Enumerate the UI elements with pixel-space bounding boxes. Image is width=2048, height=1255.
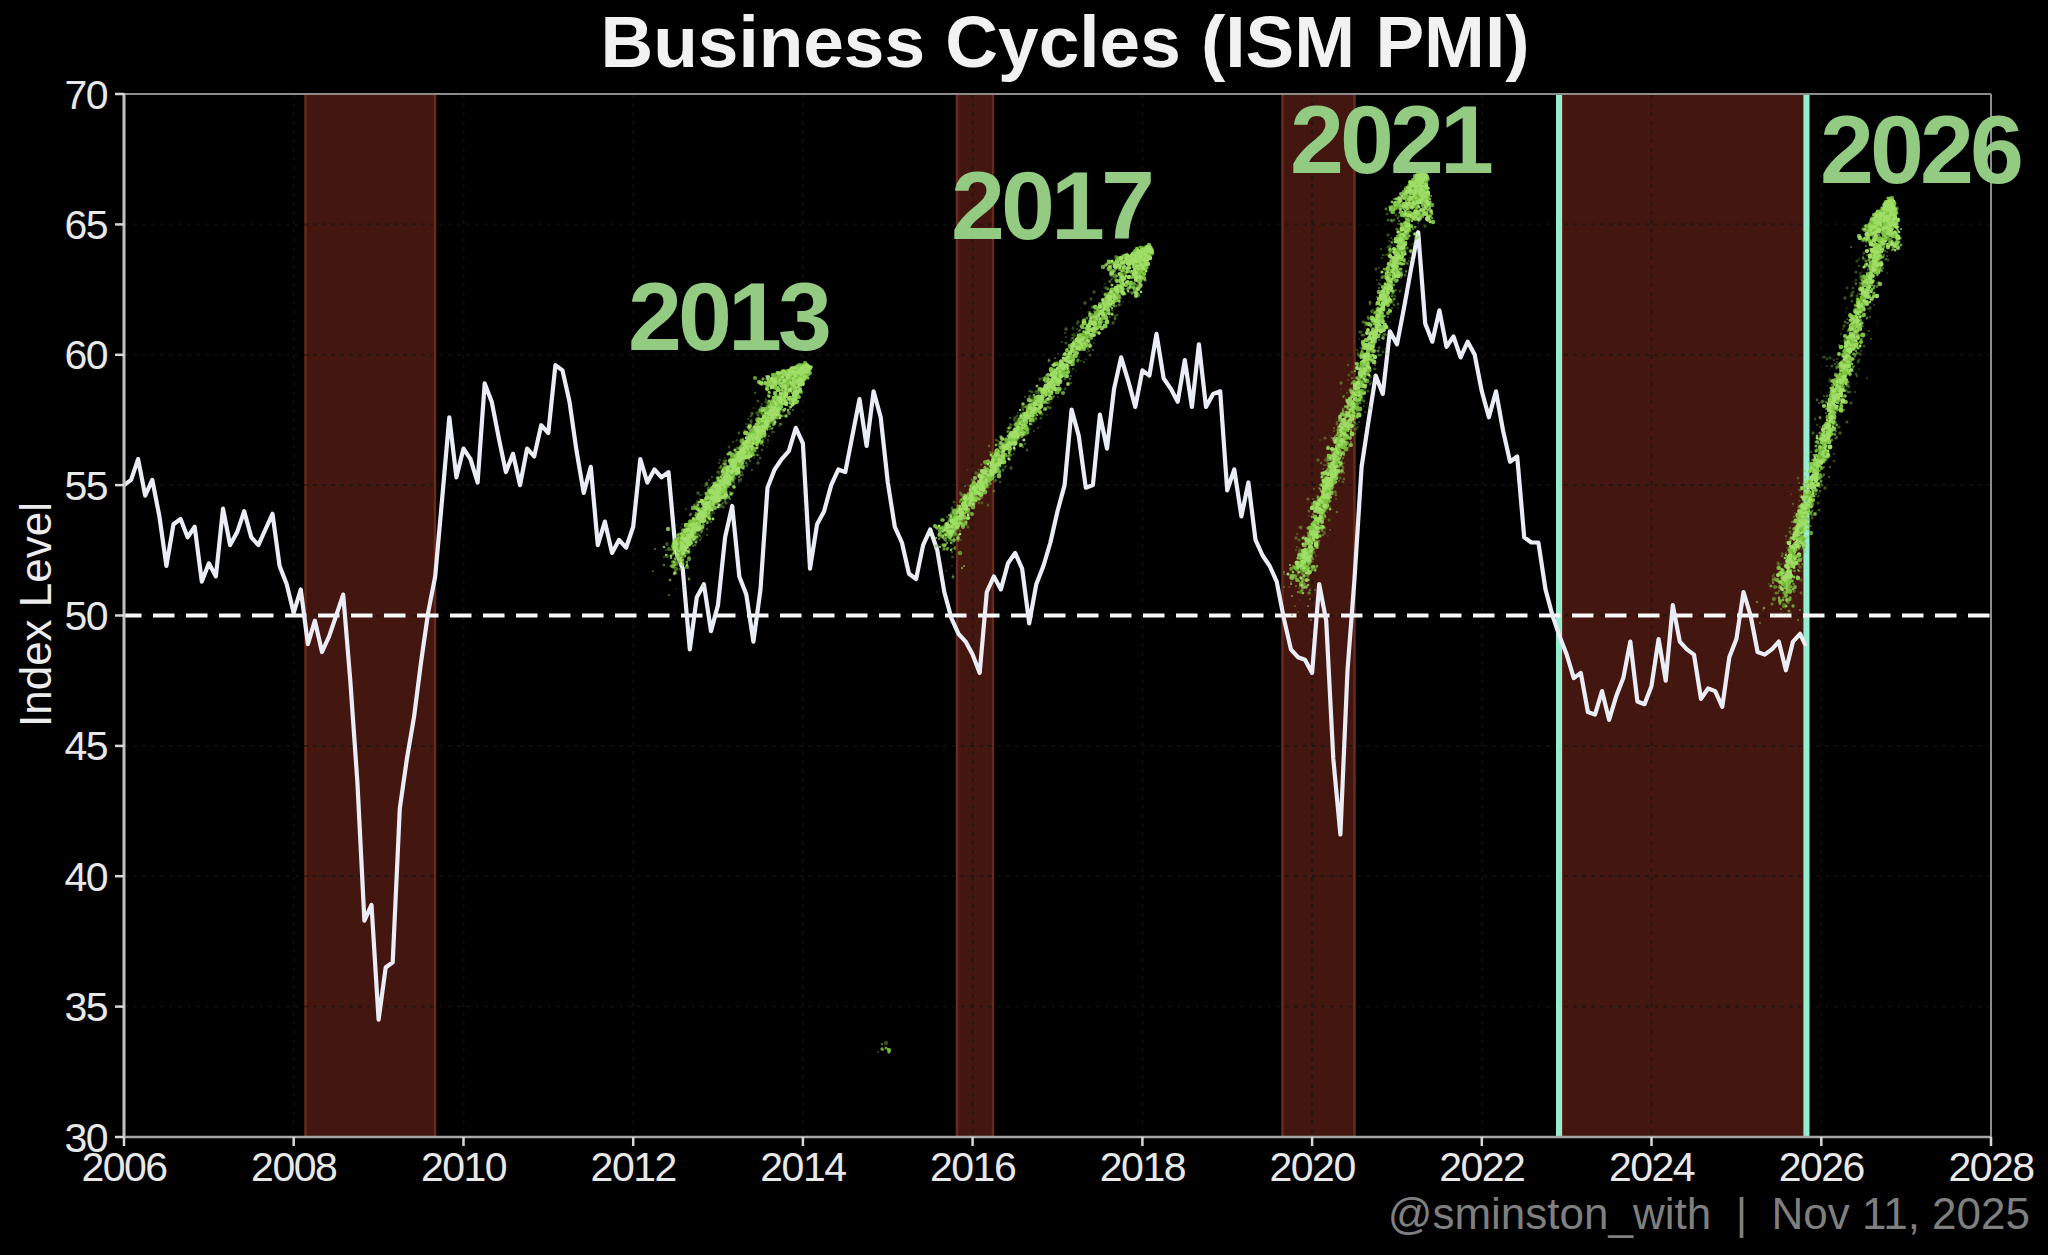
svg-text:2026: 2026 — [1820, 95, 2021, 204]
svg-text:2008: 2008 — [251, 1144, 337, 1190]
svg-text:40: 40 — [64, 854, 107, 900]
svg-text:60: 60 — [64, 332, 107, 378]
svg-text:2026: 2026 — [1779, 1144, 1864, 1190]
svg-text:2012: 2012 — [591, 1144, 676, 1190]
svg-text:Business Cycles (ISM PMI): Business Cycles (ISM PMI) — [600, 1, 1529, 82]
svg-text:50: 50 — [64, 593, 107, 639]
svg-text:2018: 2018 — [1100, 1144, 1186, 1190]
svg-text:2020: 2020 — [1269, 1144, 1355, 1190]
svg-text:70: 70 — [64, 72, 107, 118]
svg-text:2028: 2028 — [1948, 1144, 2034, 1190]
svg-text:35: 35 — [64, 984, 107, 1030]
svg-text:65: 65 — [64, 202, 107, 248]
svg-text:45: 45 — [64, 723, 107, 769]
svg-text:2013: 2013 — [628, 262, 829, 371]
svg-text:2022: 2022 — [1439, 1144, 1524, 1190]
svg-text:@sminston_with | Nov 11, 202: @sminston_with | Nov 11, 2025 — [1388, 1189, 2030, 1238]
svg-text:2014: 2014 — [760, 1144, 846, 1190]
svg-text:2010: 2010 — [421, 1144, 507, 1190]
svg-text:2024: 2024 — [1609, 1144, 1695, 1190]
svg-text:55: 55 — [64, 463, 107, 509]
svg-text:30: 30 — [64, 1115, 107, 1161]
svg-text:2017: 2017 — [951, 151, 1151, 260]
svg-text:2016: 2016 — [930, 1144, 1015, 1190]
svg-text:2021: 2021 — [1290, 85, 1492, 194]
svg-text:Index Level: Index Level — [11, 502, 60, 727]
